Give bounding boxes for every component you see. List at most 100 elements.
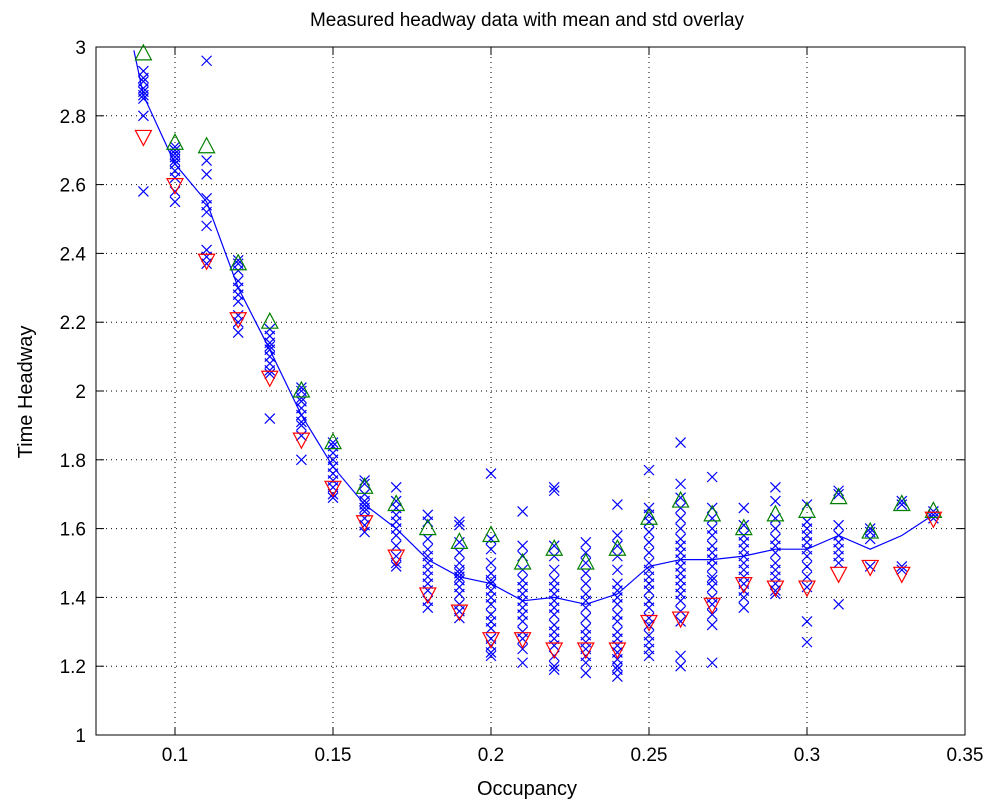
data-point-x (769, 512, 781, 524)
data-point-x (675, 523, 687, 535)
upper-std-marker (355, 477, 374, 494)
data-point-x (611, 616, 623, 627)
data-point-x (422, 585, 434, 596)
data-point-x (295, 454, 307, 466)
data-point-x (801, 571, 813, 583)
upper-std-marker (387, 494, 406, 512)
data-point-x (896, 495, 908, 507)
data-point-x (295, 382, 307, 393)
data-point-x (485, 598, 497, 610)
data-point-x (390, 561, 402, 572)
data-point-x (548, 664, 560, 676)
data-point-x (201, 168, 213, 180)
data-point-x (201, 220, 213, 232)
lower-std-marker (166, 178, 184, 195)
data-point-x (517, 643, 529, 655)
lower-std-marker (324, 480, 342, 498)
upper-std-marker (229, 253, 248, 271)
data-point-x (643, 619, 655, 631)
data-point-x (453, 547, 465, 559)
data-point-x (643, 536, 655, 548)
data-point-x (580, 667, 592, 679)
data-point-x (232, 254, 244, 266)
lower-std-marker (229, 312, 248, 330)
data-point-x (896, 561, 908, 572)
lower-std-marker (450, 604, 469, 622)
y-tick-label: 1.8 (60, 451, 86, 472)
data-point-x (264, 364, 276, 376)
lower-std-marker (355, 515, 374, 532)
y-tick-label: 1.4 (60, 588, 87, 609)
y-tick-label: 1.2 (60, 657, 86, 678)
data-point-x (548, 660, 560, 672)
upper-std-marker (134, 43, 153, 61)
data-point-x (706, 561, 718, 572)
data-point-x (548, 540, 560, 552)
lower-std-marker (703, 597, 722, 615)
data-point-x (264, 368, 276, 380)
data-point-x (643, 464, 655, 476)
lower-std-marker (892, 566, 911, 584)
data-point-x (643, 547, 655, 559)
upper-std-marker (292, 380, 311, 398)
upper-std-marker (545, 538, 564, 556)
y-tick-label: 2.2 (60, 313, 86, 334)
lower-std-marker (418, 587, 437, 605)
data-point-x (422, 533, 434, 545)
data-point-x (201, 155, 213, 166)
lower-std-marker (387, 549, 406, 567)
lower-std-marker (576, 642, 595, 660)
data-point-x (485, 543, 497, 555)
data-point-x (517, 540, 529, 552)
upper-std-marker (513, 552, 532, 570)
data-point-x (548, 640, 560, 651)
data-point-x (390, 540, 402, 552)
y-tick-label: 2.6 (60, 176, 86, 197)
lower-std-marker (734, 577, 753, 594)
data-point-x (453, 516, 465, 528)
plot-area: 0.1 0.15 0.2 0.25 0.3 0.35 1 1.2 1.4 1.6 1.8 2 2.2 2.… (60, 38, 984, 766)
data-point-x (864, 533, 876, 545)
data-point-x (359, 478, 371, 490)
data-point-x (327, 492, 339, 504)
data-point-x (580, 578, 592, 590)
data-point-x (801, 550, 813, 562)
data-point-x (675, 492, 687, 504)
upper-std-marker (829, 487, 848, 505)
upper-std-marker (450, 532, 469, 549)
data-point-x (675, 502, 687, 514)
data-point-x (453, 519, 465, 531)
x-tick-label: 0.35 (947, 745, 984, 766)
data-point-x (864, 523, 876, 535)
lower-std-marker (260, 370, 279, 388)
data-point-x (422, 602, 434, 614)
data-point-x (611, 499, 623, 510)
lower-std-marker (798, 580, 816, 598)
data-point-x (517, 505, 529, 517)
data-point-x (706, 657, 718, 669)
data-point-x (706, 571, 718, 583)
data-point-x (833, 598, 845, 610)
data-point-x (359, 502, 371, 514)
data-point-x (548, 550, 560, 562)
data-point-x (548, 485, 560, 497)
upper-std-marker (766, 504, 785, 522)
data-point-x (548, 481, 560, 493)
data-point-x (580, 536, 592, 548)
data-point-x (611, 564, 623, 576)
data-point-x (643, 516, 655, 528)
data-point-x (580, 612, 592, 624)
data-point-x (675, 660, 687, 672)
data-point-x (801, 636, 813, 648)
data-point-x (706, 609, 718, 621)
lower-std-marker (829, 566, 848, 584)
data-point-x (769, 481, 781, 493)
x-tick-label: 0.2 (478, 745, 504, 766)
data-point-x (548, 609, 560, 621)
upper-std-marker (640, 508, 658, 525)
data-point-x (295, 430, 307, 442)
data-point-x (359, 526, 371, 538)
data-point-x (706, 471, 718, 483)
data-point-x (295, 392, 307, 404)
